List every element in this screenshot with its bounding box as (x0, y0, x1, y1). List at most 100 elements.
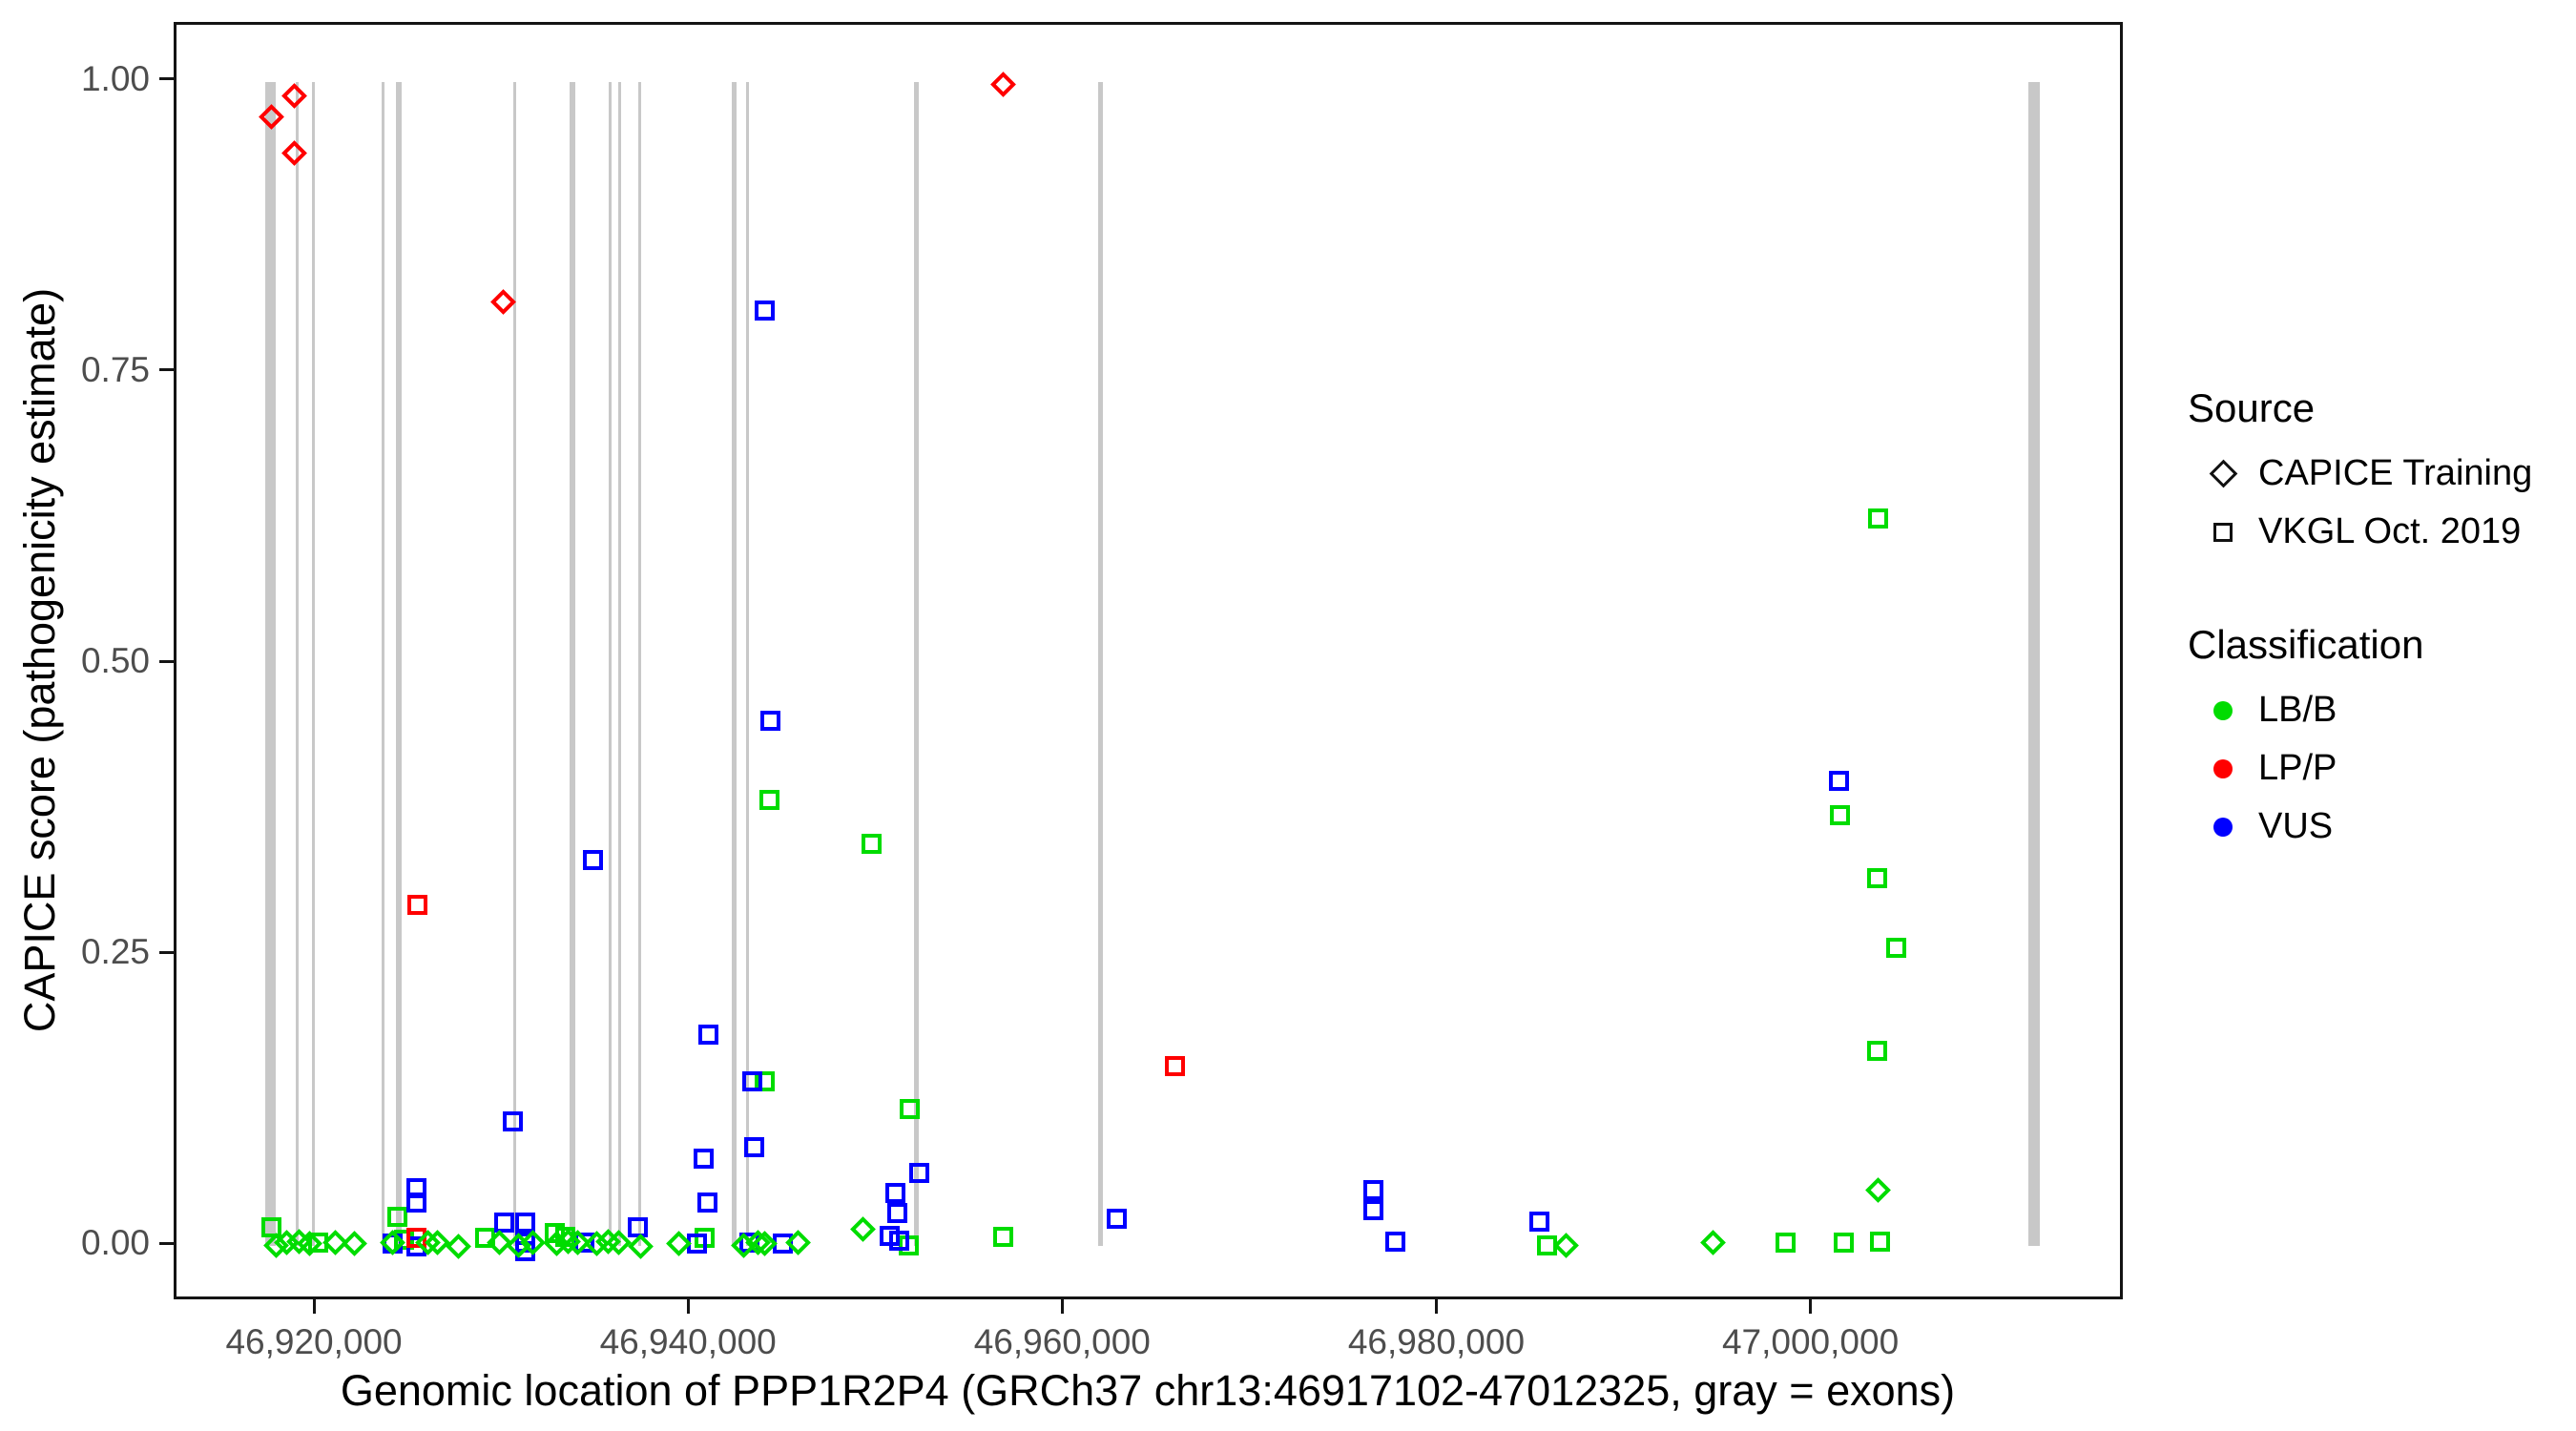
blue-dot-icon (2213, 817, 2233, 837)
data-point-lpp-square (405, 1228, 426, 1249)
y-tick-label: 0.25 (80, 932, 150, 972)
x-tick-label: 46,940,000 (599, 1322, 777, 1361)
legend-item-label: LP/P (2258, 748, 2337, 788)
data-point-vus-square (888, 1230, 909, 1251)
x-tick-label: 46,980,000 (1347, 1322, 1526, 1361)
x-tick (1809, 1299, 1813, 1314)
data-point-vus-square (759, 711, 780, 732)
y-tick (159, 77, 174, 81)
y-tick (159, 1241, 174, 1245)
data-point-vus-square (697, 1024, 718, 1045)
data-point-vus-square (686, 1234, 707, 1255)
data-point-vus-square (514, 1213, 535, 1234)
data-point-lbb-square (899, 1098, 920, 1119)
data-point-lpp-square (407, 895, 428, 916)
data-point-lbb-square (1867, 1040, 1888, 1061)
data-point-lbb-square (754, 1070, 775, 1091)
data-point-lpp-diamond (259, 103, 285, 130)
data-point-vus-square (886, 1202, 907, 1223)
legend-classification-title: Classification (2188, 622, 2424, 667)
exon-bar (570, 81, 576, 1247)
data-point-lbb-square (1867, 868, 1888, 889)
data-point-lpp-diamond (989, 71, 1016, 97)
x-tick (1060, 1299, 1064, 1314)
data-point-lbb-diamond (1700, 1230, 1726, 1256)
data-point-vus-square (1106, 1208, 1127, 1229)
x-tick-label: 46,920,000 (225, 1322, 403, 1361)
x-axis-title: Genomic location of PPP1R2P4 (GRCh37 chr… (340, 1366, 1956, 1415)
y-tick-label: 0.75 (80, 349, 150, 389)
data-point-vus-square (382, 1234, 403, 1255)
data-point-lbb-diamond (849, 1215, 876, 1242)
data-point-lbb-square (544, 1223, 565, 1244)
data-point-vus-square (502, 1111, 523, 1132)
data-point-lbb-square (386, 1207, 407, 1228)
exon-bar (608, 81, 612, 1247)
y-tick (159, 368, 174, 372)
legend-item-lbb: LB/B (2188, 681, 2532, 739)
x-tick (1434, 1299, 1438, 1314)
data-point-vus-square (1829, 770, 1850, 791)
data-point-lbb-square (1886, 938, 1907, 959)
data-point-vus-square (772, 1234, 793, 1255)
exon-bar (1097, 81, 1103, 1247)
data-point-vus-square (738, 1233, 759, 1254)
legend-item-label: CAPICE Training (2258, 453, 2533, 493)
legend-source-title: Source (2188, 385, 2316, 430)
data-point-lbb-diamond (1865, 1177, 1892, 1204)
data-point-lpp-diamond (489, 289, 516, 315)
legend-group-source: Source CAPICE Training VKGL Oct. 2019 (2188, 385, 2532, 561)
data-point-lbb-diamond (341, 1231, 367, 1257)
legend-group-classification: Classification LB/B LP/P VUS (2188, 622, 2532, 856)
data-point-vus-square (405, 1177, 426, 1198)
y-tick (159, 659, 174, 663)
exon-bar (2027, 81, 2040, 1247)
x-tick (312, 1299, 316, 1314)
data-point-vus-square (741, 1070, 762, 1091)
square-marker-icon (2213, 522, 2233, 542)
exon-bar (512, 81, 516, 1247)
legend-item-lpp: LP/P (2188, 739, 2532, 798)
exon-bar (745, 81, 749, 1247)
data-point-lbb-square (992, 1227, 1013, 1248)
data-point-lbb-square (1868, 508, 1889, 529)
data-point-lbb-square (554, 1227, 575, 1248)
y-tick-label: 0.50 (80, 641, 150, 681)
y-tick (159, 950, 174, 954)
data-point-lbb-square (1870, 1232, 1891, 1253)
data-point-lbb-square (861, 833, 882, 854)
data-point-vus-square (884, 1182, 905, 1203)
y-tick-label: 0.00 (80, 1223, 150, 1263)
legend-item-label: VUS (2258, 806, 2334, 846)
legend-item-label: LB/B (2258, 690, 2337, 730)
data-point-vus-square (754, 300, 775, 321)
data-point-vus-square (627, 1217, 648, 1238)
data-point-lbb-square (1537, 1234, 1558, 1255)
exon-bar (381, 81, 384, 1247)
plot-panel (174, 22, 2123, 1299)
legend-item-vus: VUS (2188, 798, 2532, 856)
x-tick-label: 46,960,000 (973, 1322, 1151, 1361)
legend-item-label: VKGL Oct. 2019 (2258, 511, 2522, 551)
x-tick (686, 1299, 690, 1314)
data-point-lbb-diamond (445, 1233, 471, 1259)
data-point-vus-square (1384, 1232, 1405, 1253)
exon-bar (295, 81, 299, 1247)
data-point-vus-square (743, 1137, 764, 1158)
data-point-vus-square (1362, 1200, 1383, 1221)
data-point-lbb-square (1830, 805, 1851, 826)
data-point-vus-square (1362, 1180, 1383, 1201)
green-dot-icon (2213, 700, 2233, 720)
data-point-lbb-square (1776, 1233, 1797, 1254)
exon-bar (617, 81, 621, 1247)
data-point-lbb-square (758, 790, 779, 811)
data-point-vus-square (514, 1240, 535, 1261)
exon-bar (311, 81, 315, 1247)
exon-bar (731, 81, 737, 1247)
red-dot-icon (2213, 758, 2233, 778)
exon-bar (264, 81, 276, 1247)
data-point-vus-square (908, 1163, 929, 1183)
data-point-vus-square (405, 1192, 426, 1213)
data-point-lbb-square (307, 1233, 328, 1254)
